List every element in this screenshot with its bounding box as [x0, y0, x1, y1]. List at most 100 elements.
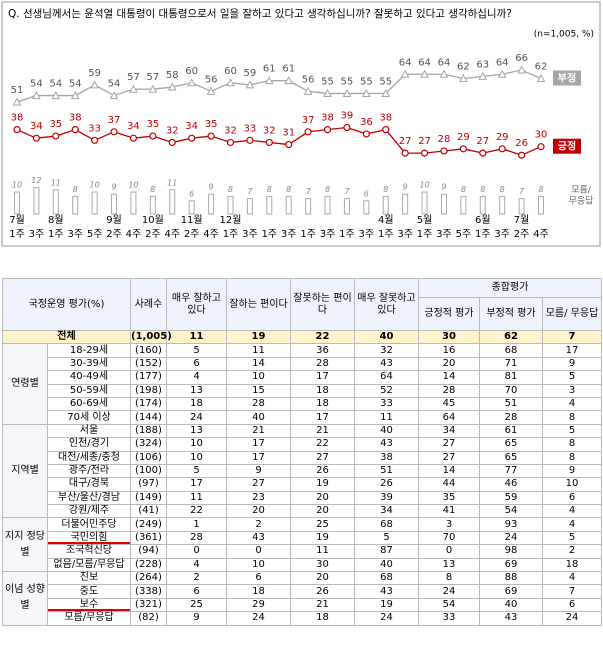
marker — [129, 134, 138, 142]
data-row: 이념 성향별 진보 (264) 2 6 20 68 8 88 4 — [2, 571, 603, 626]
marker — [226, 78, 235, 87]
bar-label: 8 — [383, 185, 388, 194]
cell: 25 — [166, 597, 227, 613]
bar — [479, 195, 486, 215]
x-month-label: 11월 — [181, 214, 203, 226]
value-label: 28 — [438, 134, 451, 145]
cell: 17 — [541, 343, 603, 358]
x-tick-label: 1주 — [339, 229, 355, 240]
x-month-label: 12월 — [220, 214, 242, 226]
header-cell: 잘하는 편이다 — [226, 278, 291, 331]
bar-label: 9 — [441, 183, 446, 192]
x-tick-label: 4주 — [203, 229, 219, 240]
header-cell: 매우 잘못하고 있다 — [354, 278, 419, 331]
cell: 24 — [166, 410, 227, 425]
cell: 26 — [290, 463, 355, 479]
value-label: 34 — [127, 121, 140, 132]
cell: 17 — [226, 437, 291, 452]
value-label: 66 — [515, 53, 528, 64]
cell: 8 — [541, 450, 603, 465]
sample-size: (188) — [130, 423, 167, 439]
x-tick-label: 2주 — [514, 229, 530, 240]
bar — [305, 198, 312, 215]
value-label: 34 — [185, 121, 198, 132]
legend-label: 긍정 — [558, 140, 576, 153]
cell: 14 — [418, 463, 480, 479]
cell: 10 — [226, 370, 291, 385]
x-tick-label: 2주 — [145, 229, 161, 240]
row-label: 60-69세 — [47, 396, 131, 412]
sample-size: (324) — [130, 437, 167, 452]
cell: 98 — [479, 544, 543, 559]
sample-size: (149) — [130, 490, 167, 506]
cell: 20 — [226, 504, 291, 519]
legend-label: 부정 — [558, 72, 576, 85]
value-label: 26 — [515, 138, 528, 149]
x-tick-label: 2주 — [184, 229, 200, 240]
bar — [499, 195, 506, 215]
bar-label: 7 — [344, 187, 350, 196]
marker — [265, 138, 273, 147]
bar-label: 11 — [167, 178, 177, 187]
marker — [400, 69, 410, 78]
marker — [517, 151, 526, 159]
cell: 9 — [226, 463, 291, 479]
bar-label: 8 — [538, 185, 543, 194]
cell: 18 — [290, 611, 355, 626]
x-month-label: 10월 — [142, 214, 164, 226]
cell: 11 — [166, 490, 227, 506]
value-label: 59 — [244, 68, 257, 79]
marker — [91, 136, 99, 144]
cell: 5 — [541, 423, 603, 439]
cell: 3 — [541, 383, 603, 398]
cell: 6 — [541, 597, 603, 613]
cell: 4 — [541, 396, 603, 412]
marker — [401, 149, 409, 157]
value-label: 58 — [166, 70, 179, 81]
cell: 34 — [418, 423, 480, 439]
bar-label: 7 — [247, 187, 253, 196]
marker — [304, 128, 312, 136]
row-label: 강원/제주 — [47, 504, 131, 519]
bar — [382, 195, 389, 215]
value-label: 27 — [418, 136, 431, 147]
marker — [12, 97, 22, 106]
bar — [111, 193, 118, 215]
marker — [439, 69, 449, 78]
x-tick-label: 2주 — [106, 229, 122, 240]
marker — [149, 132, 157, 140]
row-label: 없음/모름/무응답 — [47, 557, 131, 573]
value-label: 35 — [49, 119, 62, 130]
data-row: 광주/전라 (100) 5 9 26 51 14 77 9 — [3, 463, 603, 479]
cell: 24 — [226, 611, 291, 626]
value-label: 37 — [108, 115, 121, 126]
value-label: 37 — [302, 115, 315, 126]
cell: 20 — [290, 571, 355, 586]
row-label: 중도 — [47, 584, 131, 599]
cell: 44 — [418, 477, 480, 492]
cell: 70 — [479, 383, 543, 398]
legend-box — [553, 70, 581, 86]
bar — [227, 195, 234, 215]
x-month-label: 9월 — [106, 214, 122, 226]
sample-size: (198) — [130, 383, 167, 398]
value-label: 55 — [341, 76, 354, 87]
bar-label: 8 — [325, 185, 330, 194]
cell: 13 — [166, 383, 227, 398]
data-row: 조국혁신당 (94) 0 0 11 87 0 98 2 — [3, 544, 603, 559]
group-label: 지지 정당별 — [2, 517, 48, 573]
row-label: 서울 — [47, 423, 131, 439]
cell: 1 — [166, 517, 227, 532]
cell: 28 — [290, 356, 355, 372]
marker — [343, 123, 351, 132]
cell: 87 — [354, 544, 419, 559]
bar-label: 8 — [73, 185, 78, 194]
cell: 27 — [418, 437, 480, 452]
cell: 43 — [354, 356, 419, 372]
cell: 26 — [290, 584, 355, 599]
value-label: 55 — [360, 76, 373, 87]
cell: 11 — [226, 343, 291, 358]
value-label: 32 — [166, 125, 179, 136]
marker — [459, 73, 468, 83]
cell: 30 — [418, 329, 480, 345]
